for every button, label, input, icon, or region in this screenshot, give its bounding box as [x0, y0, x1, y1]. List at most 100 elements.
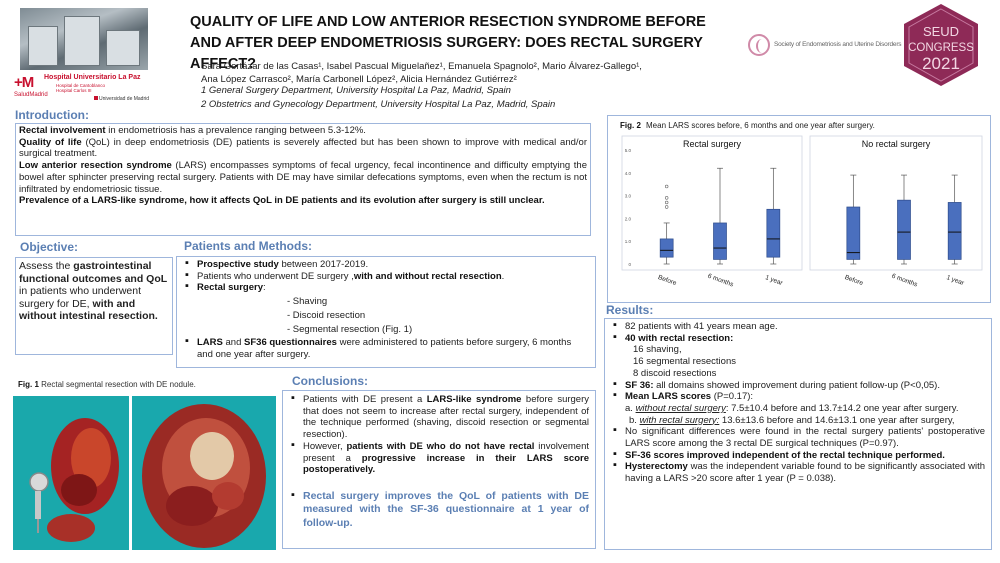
intro-p1-text: in endometriosis has a prevalence rangin…: [105, 125, 366, 136]
conclusion-item: However, patients with DE who do not hav…: [289, 440, 590, 476]
objective-text-2: in patients who underwent surgery for DE…: [19, 285, 141, 310]
x-tick-label: 6 months: [891, 273, 919, 289]
methods-b2-text: Patients who underwent DE surgery ,: [197, 270, 354, 282]
results-heading: Results:: [606, 303, 654, 317]
results-r4-a-values: : 7.5±10.4 before and 13.7±14.2 one year…: [725, 402, 959, 414]
objective-box: Assess the gastrointestinal functional o…: [15, 257, 173, 355]
box-iqr: [947, 202, 962, 260]
seud-society-name: Society of Endometriosis and Uterine Dis…: [774, 41, 902, 48]
results-r4-b-group: with rectal surgery:: [639, 414, 720, 426]
conclusion-2-bold-2: progressive increase in their LARS score…: [303, 452, 590, 476]
title-line-2: AND AFTER DEEP ENDOMETRIOSIS SURGERY: DO…: [190, 35, 703, 72]
intro-p4-bold: Prevalence of a LARS-like syndrome, how …: [19, 195, 545, 207]
intro-p3-text: (LARS) encompasses symptoms of fecal urg…: [19, 160, 587, 195]
results-r4-a-group: without rectal surgery: [635, 402, 726, 414]
lars-without-rectal: a. without rectal surgery: 7.5±10.4 befo…: [625, 403, 985, 415]
congress-line-2: CONGRESS: [908, 42, 974, 54]
x-tick-label: Before: [844, 274, 865, 287]
box-iqr: [846, 206, 861, 260]
results-item: No significant differences were found in…: [611, 425, 985, 450]
results-r7-bold: Hysterectomy: [625, 461, 688, 473]
ucm-logo-text: Universidad de Madrid: [99, 96, 150, 102]
congress-year: 2021: [922, 54, 960, 73]
intro-p3-bold: Low anterior resection syndrome: [19, 160, 172, 172]
methods-b4-bold-1: LARS: [197, 337, 223, 349]
results-r5: No significant differences were found in…: [625, 426, 985, 450]
boxplot-panel: No rectal surgery Before 6 months 1 year: [809, 135, 983, 289]
conclusion-item: Patients with DE present a LARS-like syn…: [289, 393, 589, 441]
hospital-logo-name: Hospital Universitario La Paz: [44, 74, 141, 81]
methods-b1-bold: Prospective study: [197, 259, 279, 270]
results-r4-b-label: b.: [629, 414, 640, 426]
x-tick-label: Before: [657, 274, 678, 287]
conclusions-heading: Conclusions:: [292, 374, 369, 388]
methods-b4-mid: and: [222, 337, 245, 349]
y-tick-label: 2.0: [625, 216, 632, 221]
x-tick-label: 6 months: [707, 273, 735, 289]
intro-paragraph-4: Prevalence of a LARS-like syndrome, how …: [19, 195, 587, 207]
hospital-logo-sub: Hospital de Cantoblanco Hospital Carlos …: [56, 83, 105, 93]
salud-madrid-logo: SaludMadrid: [14, 92, 48, 98]
results-r4-a-label: a.: [625, 402, 636, 414]
intro-p1-bold: Rectal involvement: [19, 125, 106, 136]
conclusion-3-highlight: Rectal surgery improves the QoL of patie…: [303, 489, 589, 529]
methods-item: Patients who underwent DE surgery ,with …: [183, 270, 589, 283]
y-tick-label: 0: [628, 262, 631, 267]
results-r1: 82 patients with 41 years mean age.: [625, 321, 778, 332]
results-r3-bold: SF 36:: [625, 379, 654, 391]
outlier-point: [664, 205, 669, 209]
conclusion-1-text-a: Patients with DE present a: [303, 394, 427, 405]
authors-line-2: Ana López Carrasco², María Carbonell Lóp…: [201, 74, 517, 85]
introduction-box: Rectal involvement in endometriosis has …: [15, 123, 591, 236]
results-r4-bold: Mean LARS scores: [625, 391, 712, 403]
figure-2-panel: Fig. 2 Mean LARS scores before, 6 months…: [607, 115, 991, 303]
affiliation-2: 2 Obstetrics and Gynecology Department, …: [201, 98, 556, 110]
figure-1-specimen-photo-left: [13, 396, 129, 550]
ucm-icon: [94, 96, 98, 100]
figure-1-specimen-photo-right: [132, 396, 276, 550]
figure-2-caption: Mean LARS scores before, 6 months and on…: [646, 121, 875, 130]
boxplot-panel: Rectal surgery 0 1.0 2.0 3.0 4.0 5.0 Before 6 mo…: [621, 135, 803, 289]
hospital-logo-sub1: Hospital de Cantoblanco: [56, 83, 106, 88]
methods-list: Prospective study between 2017-2019. Pat…: [183, 258, 589, 361]
conclusion-2-text-b: involvement present a: [303, 440, 589, 464]
surgery-type-shaving: - Shaving: [287, 296, 328, 308]
results-box: 82 patients with 41 years mean age. 40 w…: [604, 318, 992, 550]
figure-2-boxplot-chart: Fig. 2 Mean LARS scores before, 6 months…: [620, 121, 983, 289]
rectal-resection-breakdown: 16 shaving, 16 segmental resections 8 di…: [625, 344, 985, 379]
conclusion-2-bold: patients with DE who do not have rectal: [346, 440, 535, 452]
figure-1-text: Rectal segmental resection with DE nodul…: [38, 380, 196, 389]
objective-bold-2: with and without intestinal resection.: [19, 297, 158, 323]
conclusion-highlight-item: Rectal surgery improves the QoL of patie…: [289, 489, 589, 531]
outlier-point: [664, 184, 669, 189]
congress-line-1: SEUD: [923, 24, 959, 39]
hospital-la-paz-logo: +M Hospital Universitario La Paz Hospita…: [14, 72, 149, 106]
authors: Sara Gortázar de las Casas¹, Isabel Pasc…: [201, 60, 741, 86]
y-tick-label: 5.0: [625, 148, 632, 153]
seud-society-logo: Society of Endometriosis and Uterine Dis…: [748, 34, 902, 58]
results-r2-segmental: 16 segmental resections: [633, 356, 736, 368]
seud-emblem-icon: [748, 34, 770, 56]
intro-paragraph-3: Low anterior resection syndrome (LARS) e…: [19, 160, 587, 195]
poster-title: QUALITY OF LIFE AND LOW ANTERIOR RESECTI…: [190, 12, 750, 75]
methods-item: LARS and SF36 questionnaires were admini…: [183, 336, 589, 360]
conclusions-list: Patients with DE present a LARS-like syn…: [289, 393, 590, 531]
lars-with-rectal: b. with rectal surgery: 13.6±13.6 before…: [625, 415, 985, 427]
panel-title: Rectal surgery: [683, 139, 742, 149]
surgery-type-discoid: - Discoid resection: [287, 310, 366, 322]
y-tick-label: 4.0: [625, 171, 632, 176]
introduction-heading: Introduction:: [15, 108, 89, 122]
results-r6-bold: SF-36 scores improved independent of the…: [625, 449, 945, 461]
objective-bold-1: gastrointestinal functional outcomes and…: [19, 260, 168, 285]
box-iqr: [897, 199, 911, 260]
results-r7-text: was the independent variable found to be…: [625, 461, 985, 485]
figure-1-label: Fig. 1: [18, 380, 39, 389]
authors-line-1: Sara Gortázar de las Casas¹, Isabel Pasc…: [201, 61, 642, 72]
methods-b2-bold: with and without rectal resection: [353, 270, 502, 282]
conclusions-box: Patients with DE present a LARS-like syn…: [282, 390, 596, 549]
conclusion-1-bold: LARS-like syndrome: [426, 394, 522, 405]
patients-methods-heading: Patients and Methods:: [184, 239, 313, 253]
figure-1-caption: Fig. 1 Rectal segmental resection with D…: [18, 380, 196, 389]
results-r4-b-values: 13.6±13.6 before and 14.6±13.1 one year …: [719, 414, 955, 426]
hospital-logo-sub2: Hospital Carlos III: [56, 88, 92, 93]
